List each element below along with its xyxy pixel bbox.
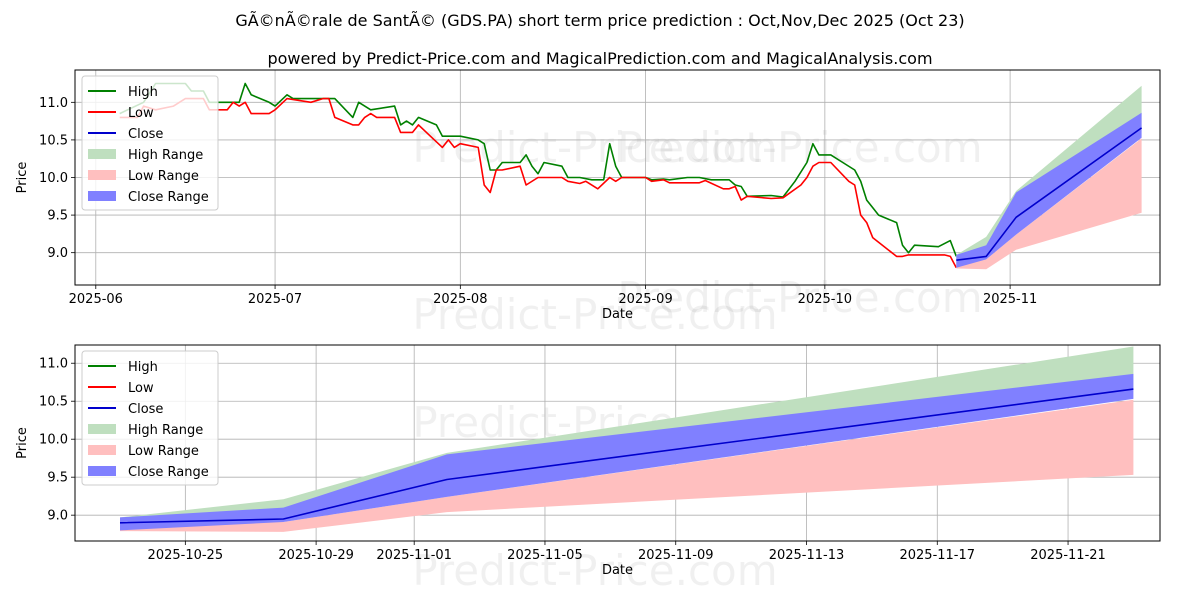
legend-high-range-label: High Range (128, 148, 203, 163)
axes-frame (74, 344, 1161, 542)
legend: High Low Close High Range Low Range Close Ran… (81, 350, 219, 486)
legend-close-range-swatch (88, 191, 116, 201)
x-tick-label: 2025-11 (983, 292, 1037, 307)
y-tick-label: 10.5 (39, 133, 68, 148)
x-tick-label: 2025-11-09 (638, 548, 714, 563)
y-tick-label: 9.0 (47, 246, 68, 261)
close-series-line (956, 127, 1143, 261)
high-series-line (119, 82, 958, 257)
x-tick-label: 2025-08 (433, 292, 487, 307)
close-range-band (120, 373, 1134, 531)
watermark-text: Predict-Price.com (617, 273, 982, 322)
x-tick-label: 2025-06 (69, 292, 123, 307)
x-tick-label: 2025-10 (798, 292, 852, 307)
y-tick-label: 9.5 (47, 209, 68, 224)
x-tick-label: 2025-11-13 (769, 548, 845, 563)
legend-close-range-label: Close Range (128, 465, 209, 480)
legend-close-range-label: Close Range (128, 190, 209, 205)
y-axis-label: Price (15, 162, 30, 194)
y-axis-label: Price (15, 427, 30, 459)
y-tick-label: 10.5 (39, 395, 68, 410)
x-tick-label: 2025-10-25 (148, 548, 224, 563)
watermark-text: Predict-Price.com (617, 123, 982, 172)
legend-low-range-swatch (88, 170, 116, 180)
close-series-line (119, 388, 1134, 524)
x-tick-label: 2025-11-05 (507, 548, 583, 563)
legend-low-range-label: Low Range (128, 444, 199, 459)
x-tick-label: 2025-07 (248, 292, 302, 307)
legend-high-label: High (128, 85, 158, 100)
x-axis-label: Date (602, 307, 633, 322)
x-axis-label: Date (602, 563, 633, 578)
low-range-band (120, 399, 1134, 532)
x-tick-label: 2025-11-01 (376, 548, 452, 563)
low-series-line (119, 97, 958, 269)
legend-high-range-label: High Range (128, 423, 203, 438)
low-range-band (956, 138, 1142, 270)
y-tick-label: 10.0 (39, 171, 68, 186)
x-tick-label: 2025-09 (618, 292, 672, 307)
chart-title: GÃ©nÃ©rale de SantÃ© (GDS.PA) short term… (235, 11, 965, 30)
x-tick-label: 2025-11-21 (1030, 548, 1106, 563)
y-tick-label: 9.0 (47, 509, 68, 524)
panel-forecast-detail: Predict-Price.comPredict-Price.comPredic… (15, 344, 1161, 595)
close-range-band (956, 112, 1142, 268)
legend-low-label: Low (128, 381, 154, 396)
legend-low-range-label: Low Range (128, 169, 199, 184)
panel-history-and-forecast: Predict-Price.comPredict-Price.comPredic… (15, 69, 1161, 339)
legend-close-label: Close (128, 402, 163, 417)
watermark-text: Predict-Price.com (412, 290, 777, 339)
y-tick-label: 11.0 (39, 357, 68, 372)
x-tick-label: 2025-11-17 (899, 548, 975, 563)
y-tick-label: 10.0 (39, 433, 68, 448)
legend-low-label: Low (128, 106, 154, 121)
y-tick-label: 9.5 (47, 471, 68, 486)
axes-frame (74, 69, 1161, 286)
legend-high-label: High (128, 360, 158, 375)
watermark-text: Predict-Price.com (412, 123, 777, 172)
legend-close-range-swatch (88, 466, 116, 476)
y-tick-label: 11.0 (39, 96, 68, 111)
x-tick-label: 2025-10-29 (278, 548, 354, 563)
legend: High Low Close High Range Low Range Close Ran… (81, 75, 219, 211)
legend-low-range-swatch (88, 445, 116, 455)
chart-subtitle: powered by Predict-Price.com and Magical… (267, 49, 933, 68)
watermark-text: Predict-Price.com (412, 546, 777, 595)
legend-high-range-swatch (88, 424, 116, 434)
legend-high-range-swatch (88, 149, 116, 159)
legend-close-label: Close (128, 127, 163, 142)
